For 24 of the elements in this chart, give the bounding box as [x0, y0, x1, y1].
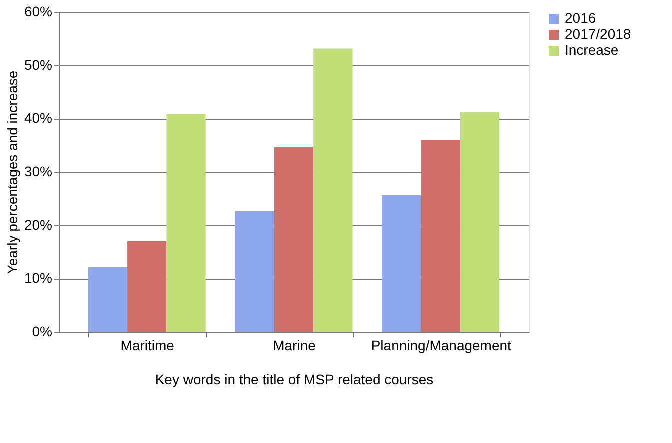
x-tick-label: Maritime: [120, 338, 175, 354]
x-tick-label: Marine: [273, 338, 316, 354]
legend-label: 2016: [565, 10, 596, 26]
bar: [128, 241, 167, 332]
bar: [421, 140, 460, 332]
x-tick-label: Planning/Management: [371, 338, 512, 354]
legend-label: 2017/2018: [565, 26, 632, 42]
bar: [235, 211, 274, 332]
bar: [166, 114, 206, 332]
bar: [314, 48, 353, 332]
y-tick-label: 50%: [24, 56, 52, 73]
bar: [382, 195, 422, 332]
y-tick-label: 30%: [24, 164, 52, 180]
y-tick-label: 20%: [24, 216, 52, 233]
x-axis-title: Key words in the title of MSP related courses: [155, 372, 434, 388]
y-tick-label: 0%: [32, 324, 52, 340]
y-tick-label: 10%: [24, 270, 52, 286]
y-tick-label: 60%: [24, 4, 52, 20]
bar: [460, 112, 500, 332]
bar: [88, 267, 128, 332]
legend-label: Increase: [565, 42, 619, 58]
y-tick-label: 40%: [24, 110, 52, 126]
y-axis-title: Yearly percentages and increase: [4, 70, 20, 274]
bar: [274, 147, 314, 332]
